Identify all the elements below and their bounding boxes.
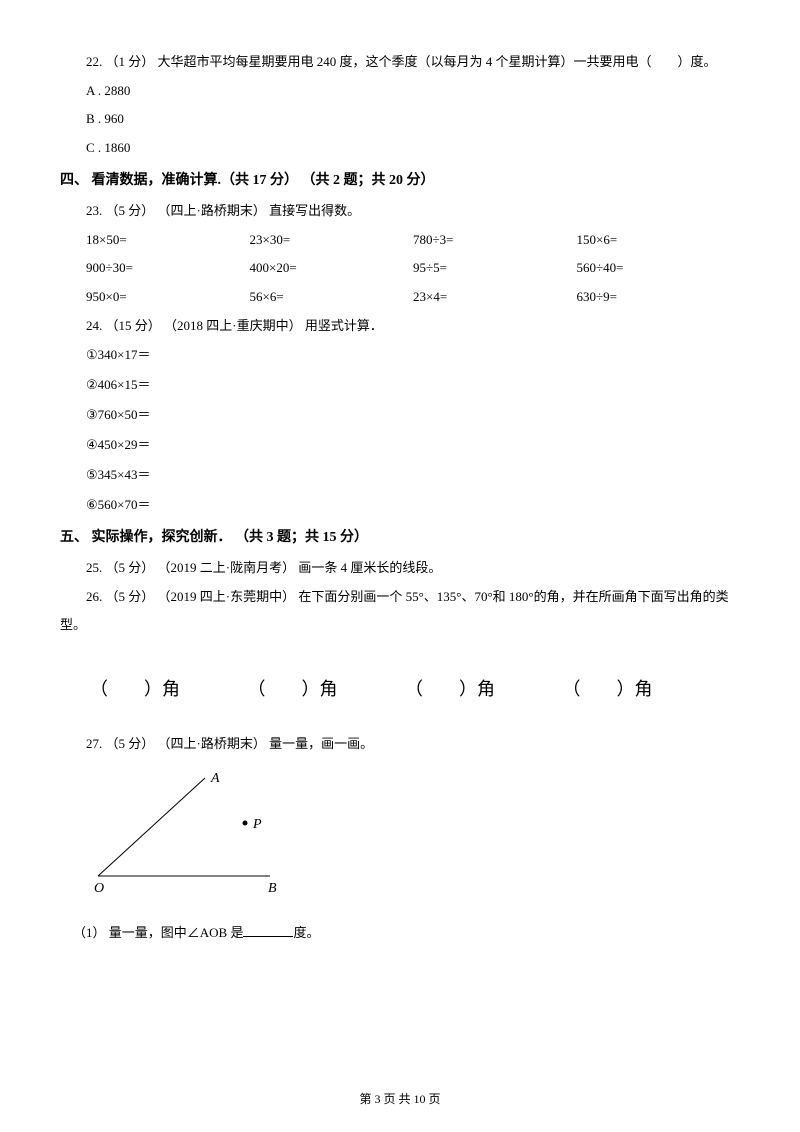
q24-i4: ④450×29＝ [60, 430, 740, 460]
svg-text:A: A [210, 771, 220, 786]
page-footer: 第 3 页 共 10 页 [0, 1086, 800, 1112]
q25-stem: 25. （5 分） （2019 二上·陇南月考） 画一条 4 厘米长的线段。 [60, 554, 740, 583]
q22-opt-a: A . 2880 [60, 77, 740, 106]
q24-i2: ②406×15＝ [60, 370, 740, 400]
q23-r3-b: 56×6= [250, 283, 414, 312]
q22-opt-c: C . 1860 [60, 134, 740, 163]
q23-r2-b: 400×20= [250, 254, 414, 283]
q26-angle-4: （ ）角 [563, 670, 721, 710]
q23-row1: 18×50= 23×30= 780÷3= 150×6= [60, 226, 740, 255]
blank-underline [243, 924, 293, 937]
q24-i5: ⑤345×43＝ [60, 460, 740, 490]
q23-stem: 23. （5 分） （四上·路桥期末） 直接写出得数。 [60, 197, 740, 226]
q24-i3: ③760×50＝ [60, 400, 740, 430]
svg-text:B: B [268, 881, 277, 896]
q23-r3-a: 950×0= [86, 283, 250, 312]
q22-stem: 22. （1 分） 大华超市平均每星期要用电 240 度，这个季度（以每月为 4… [60, 48, 740, 77]
q23-r2-d: 560÷40= [577, 254, 741, 283]
q27-sub1-prefix: （1） 量一量，图中∠AOB 是 [73, 925, 243, 940]
q22-opt-b: B . 960 [60, 105, 740, 134]
section-4-title: 四、 看清数据，准确计算.（共 17 分） （共 2 题；共 20 分） [60, 166, 740, 197]
q23-r2-a: 900÷30= [86, 254, 250, 283]
section-5-title: 五、 实际操作，探究创新． （共 3 题；共 15 分） [60, 523, 740, 554]
q23-r1-a: 18×50= [86, 226, 250, 255]
q23-r3-c: 23×4= [413, 283, 577, 312]
q24-i1: ①340×17＝ [60, 340, 740, 370]
q23-r1-b: 23×30= [250, 226, 414, 255]
svg-text:P: P [252, 817, 262, 832]
q23-r3-d: 630÷9= [577, 283, 741, 312]
q27-sub1: （1） 量一量，图中∠AOB 是 度。 [60, 919, 740, 948]
q26-angle-1: （ ）角 [90, 670, 248, 710]
q26-stem: 26. （5 分） （2019 四上·东莞期中） 在下面分别画一个 55°、13… [60, 583, 740, 640]
q27-sub1-suffix: 度。 [293, 925, 319, 940]
q23-r2-c: 95÷5= [413, 254, 577, 283]
svg-text:O: O [94, 881, 104, 896]
q26-angle-row: （ ）角 （ ）角 （ ）角 （ ）角 [60, 640, 740, 730]
q23-r1-c: 780÷3= [413, 226, 577, 255]
q24-i6: ⑥560×70＝ [60, 490, 740, 520]
q23-r1-d: 150×6= [577, 226, 741, 255]
q27-stem: 27. （5 分） （四上·路桥期末） 量一量，画一画。 [60, 730, 740, 759]
q23-row3: 950×0= 56×6= 23×4= 630÷9= [60, 283, 740, 312]
q27-diagram: A P O B [60, 758, 740, 919]
q24-stem: 24. （15 分） （2018 四上·重庆期中） 用竖式计算． [60, 312, 740, 341]
q23-row2: 900÷30= 400×20= 95÷5= 560÷40= [60, 254, 740, 283]
q26-angle-2: （ ）角 [248, 670, 406, 710]
q26-angle-3: （ ）角 [405, 670, 563, 710]
angle-diagram-svg: A P O B [90, 768, 310, 898]
